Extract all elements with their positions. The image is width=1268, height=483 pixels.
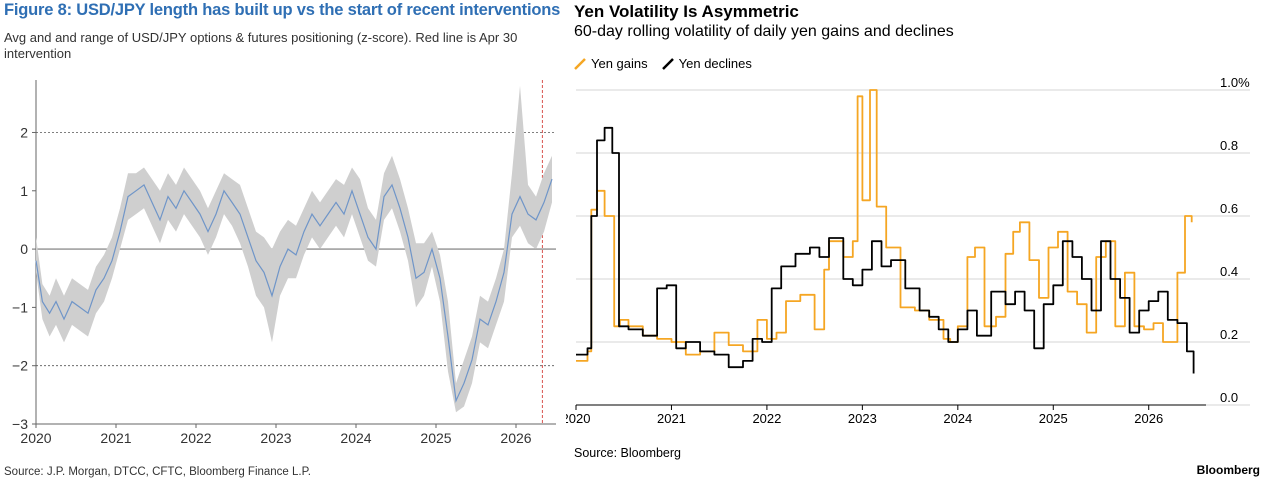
left-x-tick-label-6: 2026 <box>500 430 531 446</box>
legend-item-yen-declines: Yen declines <box>661 56 752 71</box>
right-series-line-yen-declines <box>576 126 1195 374</box>
left-y-tick-label-1: −2 <box>12 358 28 374</box>
legend-swatch-yen-gains <box>574 57 586 70</box>
right-y-tick-label-5: 1.0% <box>1220 75 1250 90</box>
left-chart-subtitle: Avg and and range of USD/JPY options & f… <box>4 30 518 61</box>
right-y-tick-label-0: 0.0 <box>1220 390 1238 405</box>
left-x-tick-label-1: 2021 <box>100 430 131 446</box>
left-chart-panel: Figure 8: USD/JPY length has built up vs… <box>0 0 566 483</box>
right-x-tick-label-5: 2025 <box>1039 411 1068 426</box>
right-x-tick-label-2: 2022 <box>752 411 781 426</box>
right-y-tick-label-4: 0.8 <box>1220 138 1238 153</box>
left-x-tick-label-4: 2024 <box>340 430 371 446</box>
left-y-tick-label-2: −1 <box>12 299 28 315</box>
legend-label-yen-declines: Yen declines <box>678 56 752 71</box>
right-series-line-yen-gains <box>576 89 1193 362</box>
left-chart-title: Figure 8: USD/JPY length has built up vs… <box>4 1 561 19</box>
left-x-tick-label-0: 2020 <box>20 430 51 446</box>
left-range-band <box>36 85 552 413</box>
legend-swatch-line-yen-gains <box>574 57 586 70</box>
left-y-tick-label-0: −3 <box>12 416 28 432</box>
right-chart-legend: Yen gains Yen declines <box>574 56 766 71</box>
left-chart-source: Source: J.P. Morgan, DTCC, CFTC, Bloombe… <box>4 466 312 478</box>
right-y-tick-label-1: 0.2 <box>1220 327 1238 342</box>
left-y-tick-label-4: 1 <box>20 183 28 199</box>
left-x-tick-label-2: 2022 <box>180 430 211 446</box>
right-x-tick-label-3: 2023 <box>848 411 877 426</box>
right-y-tick-label-3: 0.6 <box>1220 201 1238 216</box>
left-chart-plot: −3 −2 −1 0 1 2 2020 2021 2022 2023 2024 2025 2026 <box>12 80 556 446</box>
left-y-tick-label-5: 2 <box>20 124 28 140</box>
right-x-tick-label-6: 2026 <box>1134 411 1163 426</box>
right-chart-title: Yen Volatility Is Asymmetric <box>574 2 799 21</box>
bloomberg-logo: Bloomberg <box>1196 463 1260 477</box>
legend-label-yen-gains: Yen gains <box>591 56 648 71</box>
right-chart-source: Source: Bloomberg <box>574 446 682 460</box>
left-x-tick-label-5: 2025 <box>420 430 451 446</box>
legend-item-yen-gains: Yen gains <box>574 56 648 71</box>
legend-swatch-yen-declines <box>661 57 674 70</box>
right-chart-panel: Yen Volatility Is Asymmetric 60-day roll… <box>566 0 1268 483</box>
left-average-line <box>35 178 553 403</box>
right-x-tick-label-1: 2021 <box>657 411 686 426</box>
right-y-tick-label-2: 0.4 <box>1220 264 1238 279</box>
right-chart-subtitle: 60-day rolling volatility of daily yen g… <box>574 23 954 40</box>
legend-swatch-line-yen-declines <box>661 57 674 70</box>
left-x-tick-label-3: 2023 <box>260 430 291 446</box>
right-x-tick-label-4: 2024 <box>943 411 972 426</box>
right-x-tick-label-0: 2020 <box>566 411 590 426</box>
right-chart-plot: 0.0 0.2 0.4 0.6 0.8 1.0% 2020 2021 2022 2023 2024 2… <box>566 75 1250 426</box>
left-y-tick-label-3: 0 <box>20 241 28 257</box>
